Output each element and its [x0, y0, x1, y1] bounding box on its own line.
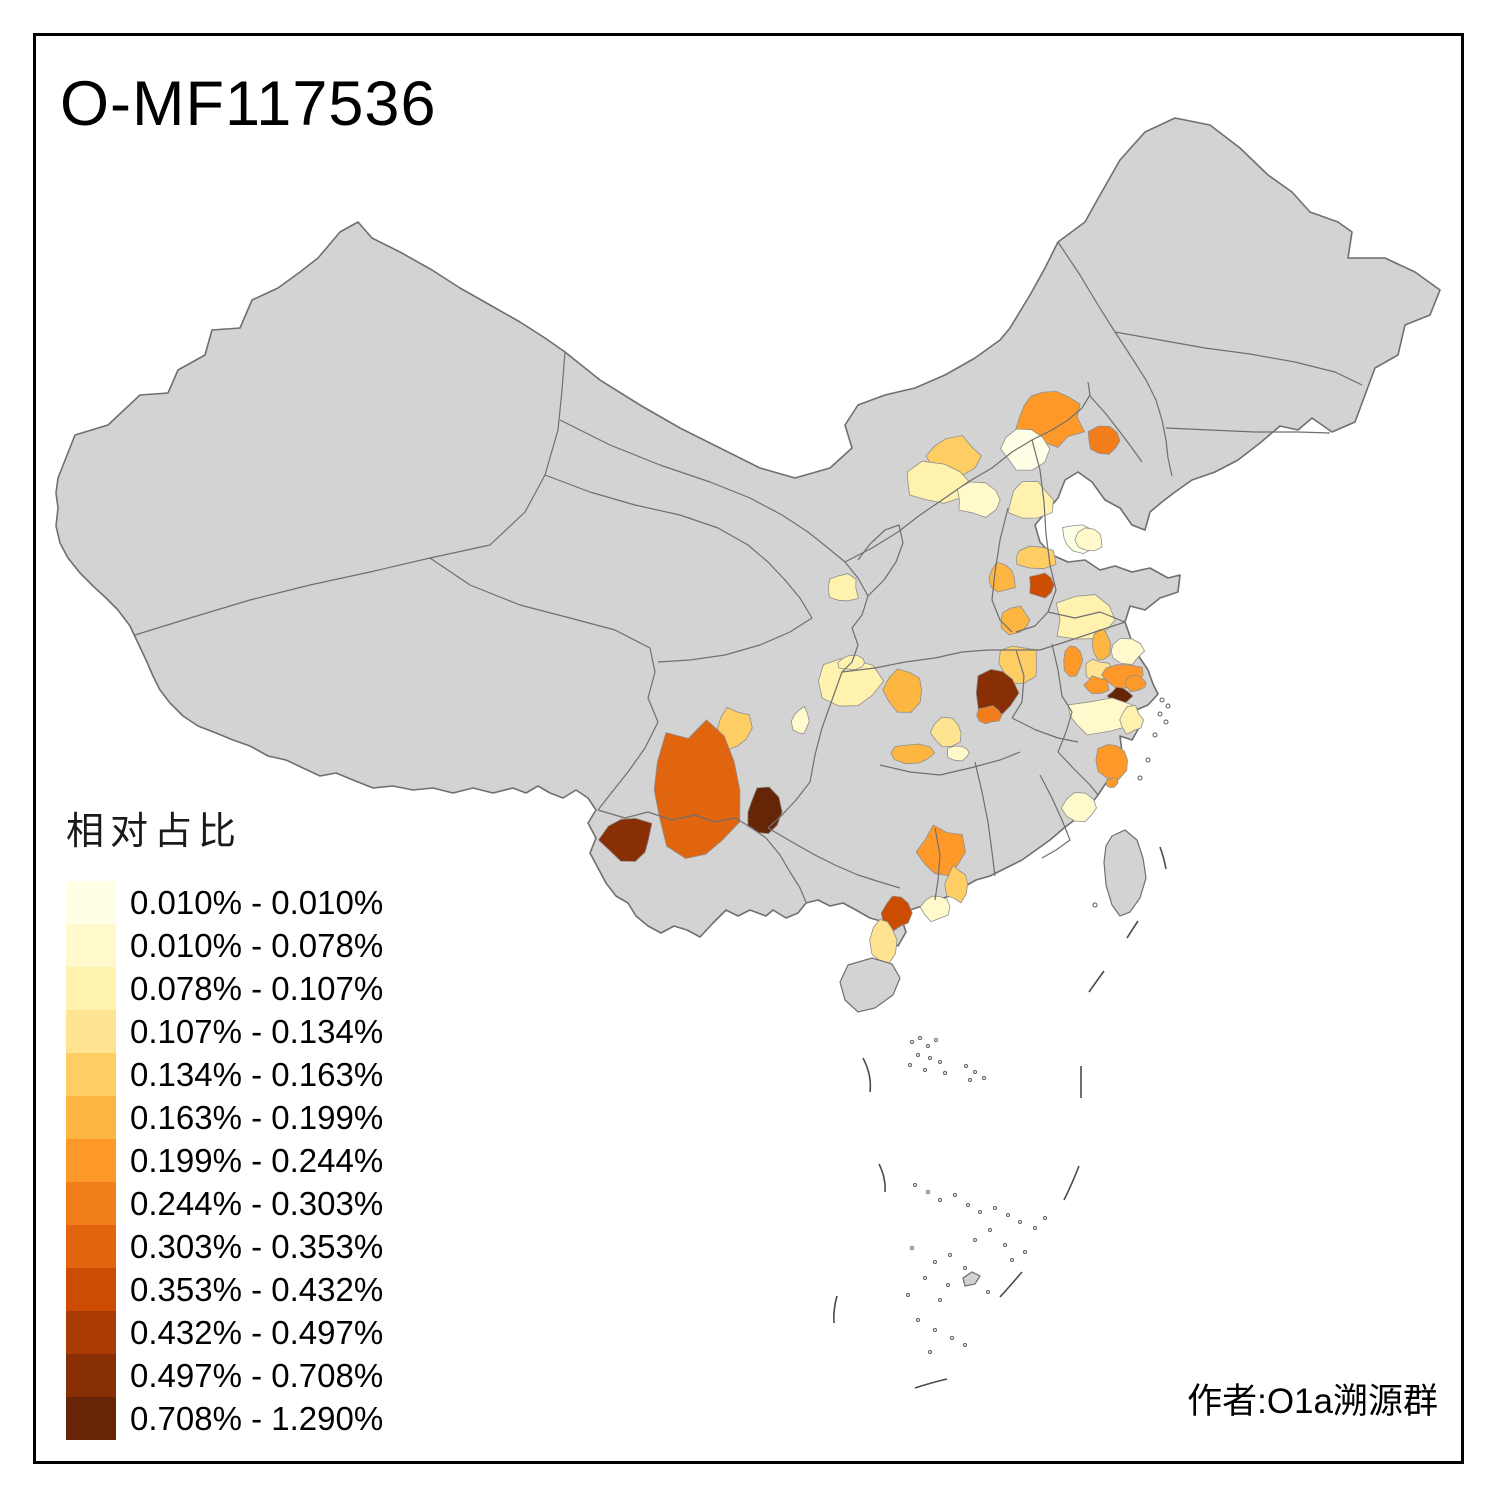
sea-boundary-dashes: [833, 846, 1167, 1389]
legend-swatch: [66, 1182, 116, 1225]
legend-item: 0.353% - 0.432%: [66, 1268, 383, 1311]
legend-rows: 0.010% - 0.010% 0.010% - 0.078% 0.078% - 0…: [66, 881, 383, 1440]
map-region: [1119, 704, 1144, 735]
map-region: [1060, 792, 1097, 823]
map-region: [1095, 743, 1128, 780]
legend-swatch: [66, 1311, 116, 1354]
map-region: [906, 460, 972, 504]
china-mainland: [55, 117, 1441, 947]
legend-swatch: [66, 1053, 116, 1096]
province-borders: [134, 241, 1363, 903]
map-region: [956, 481, 1001, 518]
map-region: [1110, 638, 1146, 665]
legend-title: 相对占比: [66, 811, 243, 853]
legend-swatch: [66, 1010, 116, 1053]
map-region: [929, 716, 962, 748]
legend-swatch: [66, 924, 116, 967]
map-region: [998, 645, 1037, 685]
hainan-island: [839, 957, 901, 1013]
legend-item: 0.010% - 0.078%: [66, 924, 383, 967]
legend-item: 0.199% - 0.244%: [66, 1139, 383, 1182]
legend-item: 0.432% - 0.497%: [66, 1311, 383, 1354]
map-region: [975, 668, 1020, 715]
legend-range-label: 0.010% - 0.010%: [130, 883, 384, 921]
legend: 相对占比 0.010% - 0.010% 0.010% - 0.078% 0.078…: [66, 800, 383, 1440]
map-region: [790, 705, 810, 735]
legend-swatch: [66, 1225, 116, 1268]
legend-range-label: 0.353% - 0.432%: [130, 1270, 384, 1308]
legend-range-label: 0.244% - 0.303%: [130, 1184, 384, 1222]
legend-swatch: [66, 1268, 116, 1311]
legend-range-label: 0.078% - 0.107%: [130, 969, 384, 1007]
map-region: [880, 895, 913, 933]
attribution-text: 作者:O1a溯源群: [1187, 1382, 1438, 1421]
map-region: [1063, 645, 1084, 677]
map-region: [1015, 545, 1057, 570]
map-region: [1105, 777, 1119, 788]
legend-swatch: [66, 881, 116, 924]
legend-item: 0.497% - 0.708%: [66, 1354, 383, 1397]
map-region: [1091, 628, 1112, 661]
legend-swatch: [66, 1354, 116, 1397]
map-region: [827, 573, 859, 602]
legend-swatch: [66, 1139, 116, 1182]
map-region: [1074, 527, 1103, 552]
legend-item: 0.107% - 0.134%: [66, 1010, 383, 1053]
legend-range-label: 0.432% - 0.497%: [130, 1313, 384, 1351]
map-region: [882, 668, 922, 713]
legend-range-label: 0.107% - 0.134%: [130, 1012, 384, 1050]
legend-item: 0.010% - 0.010%: [66, 881, 383, 924]
map-region: [947, 745, 970, 762]
legend-range-label: 0.199% - 0.244%: [130, 1141, 384, 1179]
map-region: [919, 895, 951, 923]
islands: [839, 697, 1171, 1354]
map-region: [869, 918, 898, 965]
taiwan-island: [1103, 829, 1147, 917]
map-region: [1087, 425, 1121, 455]
legend-swatch: [66, 1397, 116, 1440]
map-region: [653, 719, 741, 859]
map-region: [1029, 572, 1055, 599]
map-region: [944, 864, 969, 904]
legend-range-label: 0.010% - 0.078%: [130, 926, 384, 964]
map-region: [890, 743, 936, 765]
map-region: [1124, 675, 1147, 693]
legend-range-label: 0.497% - 0.708%: [130, 1356, 384, 1394]
map-region: [1083, 675, 1110, 695]
map-region: [976, 705, 1003, 725]
legend-swatch: [66, 1096, 116, 1139]
legend-range-label: 0.303% - 0.353%: [130, 1227, 384, 1265]
legend-item: 0.078% - 0.107%: [66, 967, 383, 1010]
legend-item: 0.708% - 1.290%: [66, 1397, 383, 1440]
legend-item: 0.163% - 0.199%: [66, 1096, 383, 1139]
legend-range-label: 0.163% - 0.199%: [130, 1098, 384, 1136]
page-title: O-MF117536: [60, 69, 437, 139]
legend-item: 0.303% - 0.353%: [66, 1225, 383, 1268]
legend-swatch: [66, 967, 116, 1010]
legend-item: 0.134% - 0.163%: [66, 1053, 383, 1096]
legend-range-label: 0.708% - 1.290%: [130, 1399, 384, 1437]
legend-item: 0.244% - 0.303%: [66, 1182, 383, 1225]
map-region: [717, 706, 753, 751]
map-region: [597, 817, 653, 862]
map-region: [1067, 697, 1135, 736]
legend-range-label: 0.134% - 0.163%: [130, 1055, 384, 1093]
